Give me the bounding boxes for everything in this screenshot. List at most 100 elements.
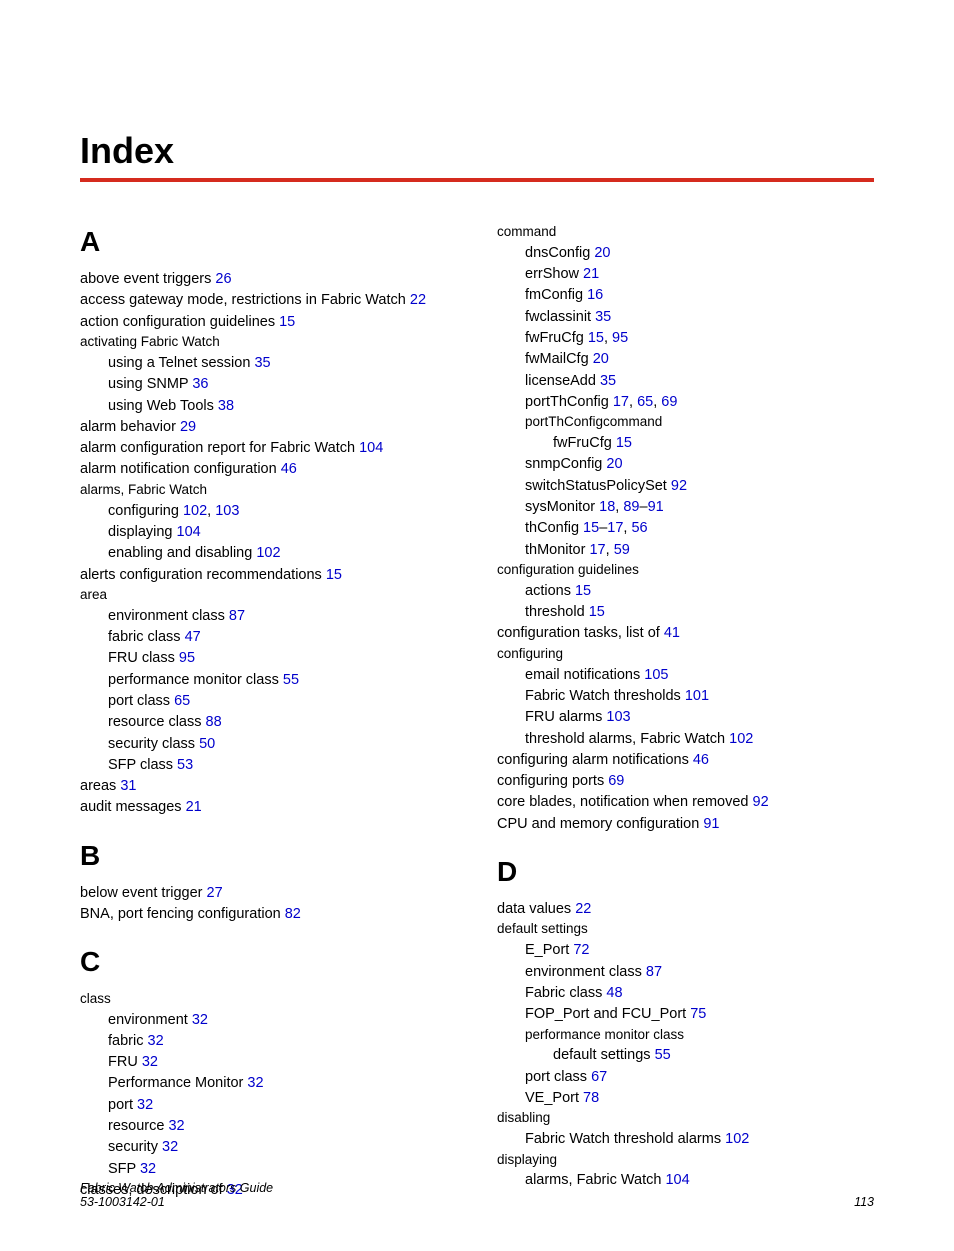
page-ref[interactable]: 91 xyxy=(648,499,664,515)
index-entry: using SNMP 36 xyxy=(80,374,457,394)
page-ref[interactable]: 17 xyxy=(589,542,605,558)
page-ref[interactable]: 69 xyxy=(608,773,624,789)
page-ref[interactable]: 102 xyxy=(729,731,753,747)
page-ref[interactable]: 15 xyxy=(588,330,604,346)
page-ref[interactable]: 103 xyxy=(215,503,239,519)
page-ref[interactable]: 15 xyxy=(589,604,605,620)
page-ref[interactable]: 102 xyxy=(183,503,207,519)
page-ref[interactable]: 88 xyxy=(206,714,222,730)
page-ref[interactable]: 59 xyxy=(614,542,630,558)
index-entry-text: Fabric Watch thresholds xyxy=(525,688,685,704)
page-ref[interactable]: 69 xyxy=(661,394,677,410)
page-ref[interactable]: 105 xyxy=(644,667,668,683)
page-ref[interactable]: 46 xyxy=(281,461,297,477)
page-ref[interactable]: 75 xyxy=(690,1006,706,1022)
page-ref[interactable]: 32 xyxy=(247,1075,263,1091)
page-ref[interactable]: 104 xyxy=(359,440,383,456)
page-ref[interactable]: 82 xyxy=(285,906,301,922)
page-ref[interactable]: 48 xyxy=(606,985,622,1001)
index-entry: class xyxy=(80,990,457,1009)
page-ref[interactable]: 65 xyxy=(637,394,653,410)
page-ref[interactable]: 78 xyxy=(583,1090,599,1106)
page-ref[interactable]: 27 xyxy=(207,885,223,901)
page-ref[interactable]: 104 xyxy=(177,524,201,540)
page-title: Index xyxy=(80,130,874,172)
page-ref[interactable]: 32 xyxy=(192,1012,208,1028)
page-ref[interactable]: 55 xyxy=(283,672,299,688)
page-ref[interactable]: 32 xyxy=(142,1054,158,1070)
index-entry: areas 31 xyxy=(80,776,457,796)
page-ref[interactable]: 20 xyxy=(593,351,609,367)
page-ref[interactable]: 72 xyxy=(573,942,589,958)
page-ref[interactable]: 50 xyxy=(199,736,215,752)
page-ref[interactable]: 92 xyxy=(753,794,769,810)
index-entry: VE_Port 78 xyxy=(497,1088,874,1108)
index-entry-text: SFP xyxy=(108,1161,140,1177)
index-entry: port class 65 xyxy=(80,691,457,711)
page-ref[interactable]: 15 xyxy=(326,567,342,583)
page-ref[interactable]: 20 xyxy=(594,245,610,261)
page-ref[interactable]: 53 xyxy=(177,757,193,773)
page-ref[interactable]: 102 xyxy=(725,1131,749,1147)
index-entry-text: BNA, port fencing configuration xyxy=(80,906,285,922)
page-ref[interactable]: 56 xyxy=(631,520,647,536)
page-ref[interactable]: 102 xyxy=(256,545,280,561)
page-ref[interactable]: 29 xyxy=(180,419,196,435)
page-ref[interactable]: 32 xyxy=(162,1139,178,1155)
page-ref[interactable]: 101 xyxy=(685,688,709,704)
page-ref[interactable]: 22 xyxy=(410,292,426,308)
page-ref[interactable]: 91 xyxy=(703,816,719,832)
page-ref[interactable]: 15 xyxy=(575,583,591,599)
index-entry: threshold alarms, Fabric Watch 102 xyxy=(497,729,874,749)
index-entry-text: core blades, notification when removed xyxy=(497,794,753,810)
index-entry-text: below event trigger xyxy=(80,885,207,901)
index-entry: below event trigger 27 xyxy=(80,883,457,903)
page-ref[interactable]: 35 xyxy=(595,309,611,325)
page-ref[interactable]: 15 xyxy=(583,520,599,536)
page-ref[interactable]: 95 xyxy=(612,330,628,346)
page-ref[interactable]: 21 xyxy=(186,799,202,815)
index-entry: email notifications 105 xyxy=(497,665,874,685)
page-ref[interactable]: 103 xyxy=(606,709,630,725)
page-ref[interactable]: 35 xyxy=(600,373,616,389)
page-ref[interactable]: 22 xyxy=(575,901,591,917)
page-ref[interactable]: 47 xyxy=(185,629,201,645)
page-ref[interactable]: 35 xyxy=(254,355,270,371)
page-ref[interactable]: 18 xyxy=(599,499,615,515)
page-ref[interactable]: 20 xyxy=(606,456,622,472)
page-ref[interactable]: 95 xyxy=(179,650,195,666)
page-ref[interactable]: 32 xyxy=(148,1033,164,1049)
page-ref[interactable]: 17 xyxy=(607,520,623,536)
page-ref[interactable]: 87 xyxy=(229,608,245,624)
page-ref[interactable]: 38 xyxy=(218,398,234,414)
page-ref[interactable]: 32 xyxy=(168,1118,184,1134)
index-entry: CPU and memory configuration 91 xyxy=(497,814,874,834)
page-ref[interactable]: 89 xyxy=(623,499,639,515)
page-ref[interactable]: 87 xyxy=(646,964,662,980)
index-entry: area xyxy=(80,586,457,605)
page-ref[interactable]: 36 xyxy=(192,376,208,392)
page-ref[interactable]: 32 xyxy=(137,1097,153,1113)
page-ref[interactable]: 55 xyxy=(655,1047,671,1063)
page-ref[interactable]: 16 xyxy=(587,287,603,303)
page-ref[interactable]: 65 xyxy=(174,693,190,709)
index-entry: E_Port 72 xyxy=(497,940,874,960)
page-ref[interactable]: 26 xyxy=(215,271,231,287)
page-ref[interactable]: 15 xyxy=(616,435,632,451)
index-entry-text: Fabric Watch threshold alarms xyxy=(525,1131,725,1147)
page-ref[interactable]: 46 xyxy=(693,752,709,768)
index-entry-text: enabling and disabling xyxy=(108,545,256,561)
page-ref[interactable]: 15 xyxy=(279,314,295,330)
page-ref[interactable]: 67 xyxy=(591,1069,607,1085)
page-ref[interactable]: 17 xyxy=(613,394,629,410)
page-ref[interactable]: 32 xyxy=(140,1161,156,1177)
index-entry-text: snmpConfig xyxy=(525,456,606,472)
index-entry: data values 22 xyxy=(497,899,874,919)
index-entry-text: areas xyxy=(80,778,120,794)
page-ref[interactable]: 41 xyxy=(664,625,680,641)
page-ref[interactable]: 21 xyxy=(583,266,599,282)
page-ref[interactable]: 31 xyxy=(120,778,136,794)
index-entry: fmConfig 16 xyxy=(497,285,874,305)
index-entry: displaying xyxy=(497,1151,874,1170)
page-ref[interactable]: 92 xyxy=(671,478,687,494)
